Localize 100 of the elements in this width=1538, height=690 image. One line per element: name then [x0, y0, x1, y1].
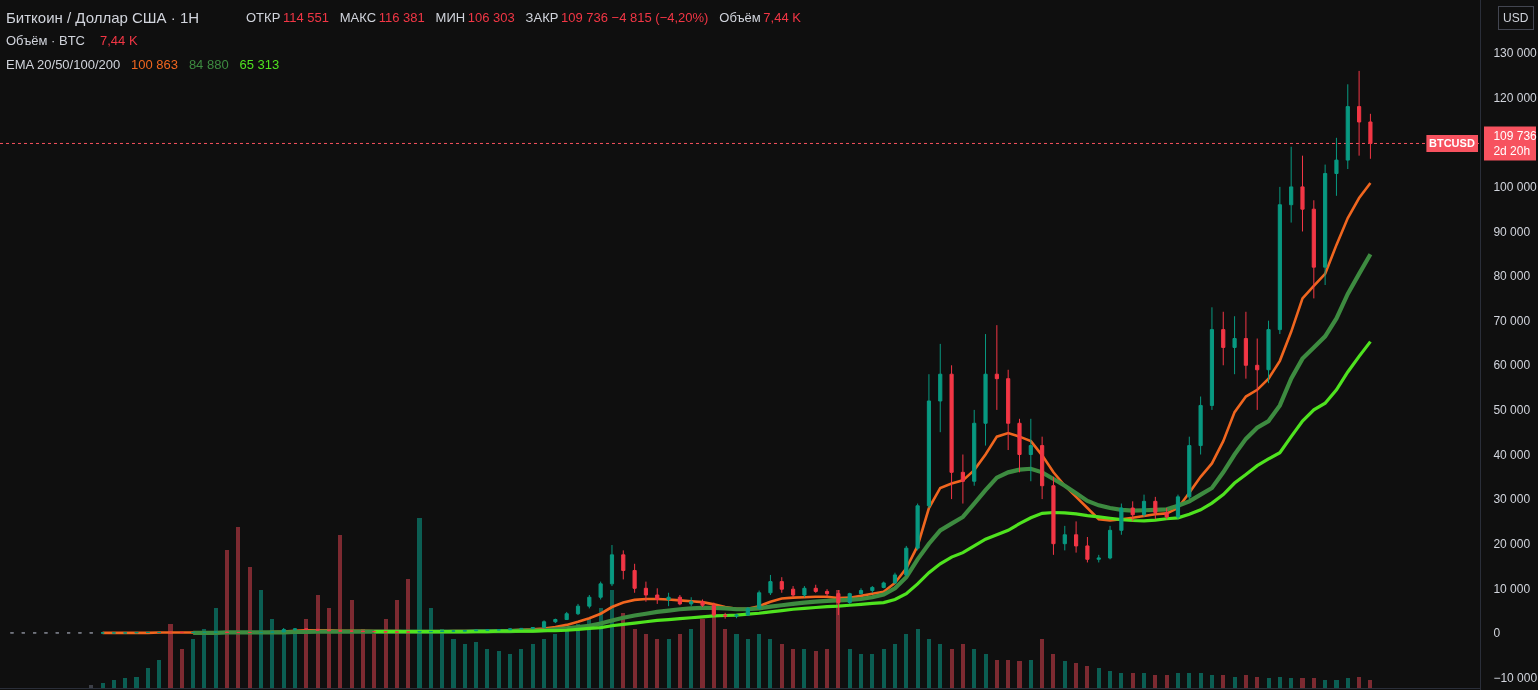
- bar: [395, 599, 399, 688]
- bar: [497, 650, 501, 688]
- candlestick: [791, 585, 796, 598]
- candlestick: [1051, 476, 1056, 556]
- candlestick: [994, 324, 999, 411]
- candlestick: [983, 333, 988, 447]
- bar: [927, 638, 931, 688]
- bar: [1063, 660, 1067, 688]
- bar: [1040, 638, 1044, 688]
- candlestick: [1153, 496, 1158, 520]
- bar: [1368, 679, 1372, 688]
- y-tick-label: 130 000: [1493, 46, 1538, 61]
- candlestick: [292, 627, 298, 632]
- bar: [293, 633, 297, 688]
- bar: [655, 638, 659, 688]
- bar: [576, 623, 580, 688]
- bar: [417, 517, 422, 688]
- bar: [1289, 677, 1293, 688]
- candlestick: [904, 545, 909, 577]
- candlestick: [711, 602, 716, 618]
- bar: [667, 638, 671, 688]
- candlestick: [734, 613, 739, 619]
- candlestick: [1266, 320, 1271, 384]
- bar: [972, 648, 976, 688]
- candlestick: [530, 626, 535, 629]
- candlestick: [1096, 554, 1101, 563]
- candlestick: [1289, 146, 1294, 224]
- bar: [463, 643, 467, 688]
- bar: [700, 618, 705, 688]
- bar: [157, 659, 161, 688]
- candlestick: [972, 409, 977, 487]
- y-tick-label: 109 736 2d 20h: [1493, 128, 1538, 159]
- candlestick: [1164, 507, 1169, 520]
- bar: [870, 653, 874, 688]
- bar: [202, 628, 206, 688]
- y-tick-label: 90 000: [1493, 224, 1531, 239]
- y-axis-title: USD: [1503, 11, 1529, 25]
- y-tick-label: 60 000: [1493, 358, 1531, 373]
- candlestick: [1028, 418, 1033, 482]
- bar: [1267, 677, 1271, 688]
- bar: [1255, 676, 1259, 688]
- annotation: МИН: [435, 10, 466, 25]
- bar: [938, 643, 942, 688]
- y-tick-label: 40 000: [1493, 447, 1531, 462]
- bar: [1165, 674, 1169, 688]
- bar: [1051, 653, 1055, 688]
- bar: [825, 648, 829, 688]
- candlestick: [1141, 494, 1147, 518]
- bar: [689, 628, 693, 688]
- bar: [1097, 667, 1101, 688]
- bar: [644, 633, 648, 688]
- bar: [316, 594, 320, 688]
- bar: [882, 648, 886, 688]
- bar: [1085, 665, 1089, 688]
- candlestick: [723, 612, 728, 620]
- bar: [519, 648, 523, 688]
- y-tick-label: 120 000: [1493, 90, 1538, 105]
- annotation: 7,44 K: [100, 33, 138, 48]
- bar: [372, 633, 376, 688]
- candlestick: [281, 627, 286, 633]
- text: BTCUSD: [1429, 137, 1475, 149]
- candlestick: [1198, 396, 1203, 455]
- bar: [1357, 676, 1361, 688]
- candlestick: [1040, 436, 1045, 500]
- candlestick: [858, 587, 864, 595]
- annotation: 109 736 −4 815 (−4,20%): [561, 10, 709, 25]
- candlestick: [926, 373, 932, 509]
- bar: [236, 526, 240, 688]
- annotation: 7,44 K: [763, 10, 802, 25]
- text: 65 313: [239, 57, 280, 72]
- bar: [1029, 659, 1033, 688]
- bar: [225, 549, 229, 688]
- candlestick: [1017, 418, 1022, 473]
- annotation: ЗАКР: [525, 10, 559, 25]
- bar: [893, 643, 897, 688]
- candlestick: [813, 584, 818, 594]
- candlestick: [1107, 525, 1113, 560]
- bar: [180, 648, 184, 688]
- bar: [1006, 659, 1010, 688]
- candlestick: [304, 628, 309, 631]
- chart-title: Объём · BTC: [6, 33, 85, 48]
- candlestick: [643, 581, 649, 603]
- bar: [984, 653, 988, 688]
- y-tick-label: 80 000: [1493, 269, 1531, 284]
- bar: [633, 628, 637, 688]
- candlestick: [700, 598, 705, 608]
- y-tick-label: 50 000: [1493, 403, 1531, 418]
- y-tick-label: −10 000: [1493, 670, 1538, 685]
- y-tick-label: 70 000: [1493, 313, 1531, 328]
- bar: [1176, 672, 1180, 688]
- candlestick: [892, 572, 898, 585]
- bar: [950, 648, 954, 688]
- text: Биткоин / Доллар США · 1H: [6, 9, 200, 26]
- candlestick: [779, 576, 784, 594]
- annotation: ОТКР: [246, 10, 281, 25]
- candlestick: [768, 574, 773, 596]
- bar: [1278, 676, 1282, 688]
- bar: [101, 682, 105, 688]
- bar: [214, 607, 218, 688]
- candlestick: [1311, 199, 1316, 299]
